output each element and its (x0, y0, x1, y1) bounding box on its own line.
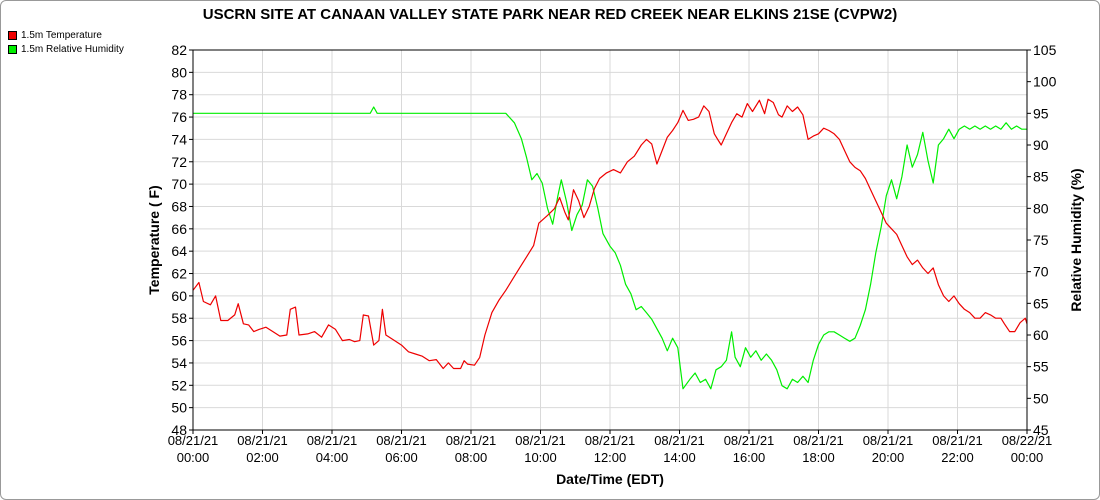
x-tick-time: 14:00 (663, 450, 696, 465)
legend: 1.5m Temperature 1.5m Relative Humidity (8, 28, 124, 56)
right-tick-label: 65 (1033, 295, 1049, 311)
x-tick-time: 12:00 (594, 450, 627, 465)
legend-item-temperature: 1.5m Temperature (8, 28, 124, 42)
x-tick-date: 08/21/21 (168, 433, 219, 448)
left-tick-label: 70 (171, 176, 187, 192)
x-tick-date: 08/21/21 (793, 433, 844, 448)
left-tick-label: 74 (171, 131, 187, 147)
left-tick-label: 76 (171, 109, 187, 125)
right-axis-label: Relative Humidity (%) (1068, 168, 1084, 311)
left-tick-label: 78 (171, 87, 187, 103)
chart-title: USCRN SITE AT CANAAN VALLEY STATE PARK N… (203, 6, 898, 23)
left-tick-label: 54 (171, 355, 187, 371)
x-tick-date: 08/21/21 (654, 433, 705, 448)
left-tick-label: 62 (171, 266, 187, 282)
legend-swatch-temperature (8, 30, 17, 40)
x-tick-date: 08/21/21 (446, 433, 497, 448)
right-tick-label: 70 (1033, 264, 1049, 280)
right-tick-label: 85 (1033, 169, 1049, 185)
legend-label-temperature: 1.5m Temperature (21, 29, 102, 41)
x-tick-time: 04:00 (316, 450, 349, 465)
legend-item-humidity: 1.5m Relative Humidity (8, 42, 124, 56)
x-axis: 08/21/21 00:00 08/21/21 02:00 08/21/21 04:00 0… (168, 430, 1053, 465)
x-tick-date: 08/21/21 (237, 433, 288, 448)
right-tick-label: 90 (1033, 137, 1049, 153)
x-tick-date: 08/21/21 (724, 433, 775, 448)
legend-label-humidity: 1.5m Relative Humidity (21, 43, 124, 55)
left-tick-label: 82 (171, 42, 187, 58)
right-tick-label: 60 (1033, 327, 1049, 343)
x-axis-label: Date/Time (EDT) (556, 471, 664, 487)
x-tick-date: 08/21/21 (515, 433, 566, 448)
left-tick-label: 60 (171, 288, 187, 304)
x-tick-date: 08/21/21 (585, 433, 636, 448)
left-axis-label: Temperature ( F) (146, 185, 162, 294)
x-tick-time: 00:00 (1011, 450, 1044, 465)
x-tick-date: 08/21/21 (307, 433, 358, 448)
left-tick-label: 80 (171, 64, 187, 80)
series-layer (192, 98, 1028, 390)
temperature-line (192, 98, 1028, 370)
right-tick-label: 100 (1033, 74, 1057, 90)
left-tick-label: 64 (171, 243, 187, 259)
left-axis: 48 50 52 54 56 58 60 62 64 66 68 70 72 74 76 78 80 82 (171, 42, 193, 438)
grid-lines (192, 49, 1028, 431)
right-tick-label: 95 (1033, 105, 1049, 121)
x-tick-time: 02:00 (246, 450, 279, 465)
humidity-line (193, 106, 1027, 390)
left-tick-label: 58 (171, 310, 187, 326)
x-tick-time: 20:00 (872, 450, 905, 465)
x-tick-time: 00:00 (177, 450, 210, 465)
x-tick-date: 08/21/21 (932, 433, 983, 448)
right-tick-label: 55 (1033, 359, 1049, 375)
left-tick-label: 52 (171, 377, 187, 393)
x-tick-time: 16:00 (733, 450, 766, 465)
right-tick-label: 80 (1033, 200, 1049, 216)
legend-swatch-humidity (8, 44, 17, 54)
right-axis: 45 50 55 60 65 70 75 80 85 90 95 100 105 (1027, 42, 1057, 438)
left-tick-label: 56 (171, 333, 187, 349)
x-tick-date: 08/22/21 (1002, 433, 1053, 448)
x-tick-time: 22:00 (941, 450, 974, 465)
x-tick-date: 08/21/21 (863, 433, 914, 448)
right-tick-label: 45 (1033, 422, 1049, 438)
x-tick-date: 08/21/21 (376, 433, 427, 448)
left-tick-label: 50 (171, 400, 187, 416)
left-tick-label: 66 (171, 221, 187, 237)
right-tick-label: 105 (1033, 42, 1057, 58)
left-tick-label: 68 (171, 198, 187, 214)
x-tick-time: 06:00 (385, 450, 418, 465)
right-tick-label: 50 (1033, 390, 1049, 406)
left-tick-label: 48 (171, 422, 187, 438)
right-tick-label: 75 (1033, 232, 1049, 248)
x-tick-time: 08:00 (455, 450, 488, 465)
x-tick-time: 18:00 (802, 450, 835, 465)
x-tick-time: 10:00 (524, 450, 557, 465)
left-tick-label: 72 (171, 154, 187, 170)
